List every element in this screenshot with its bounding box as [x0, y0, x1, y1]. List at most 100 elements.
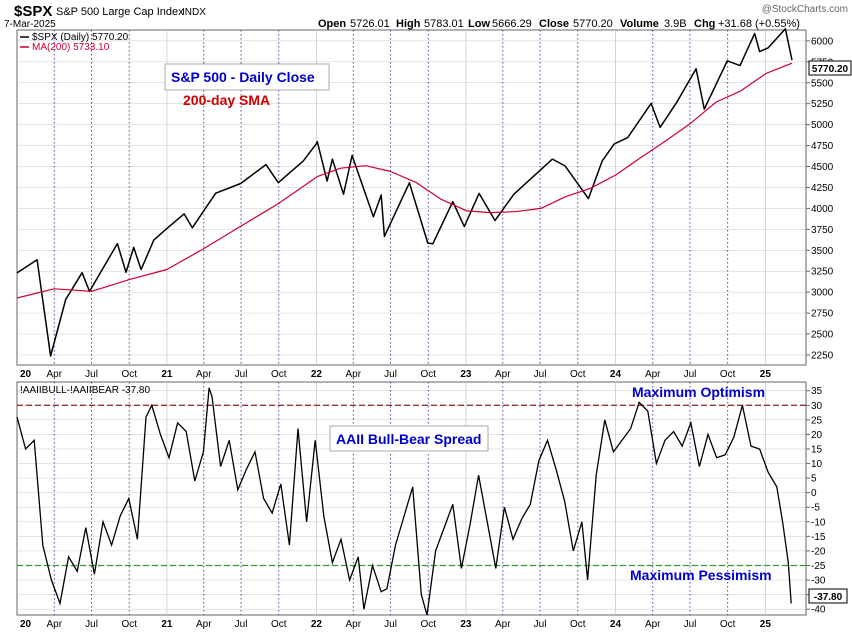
x-tick-1-3: Oct	[121, 619, 137, 630]
low-value: 5666.29	[492, 18, 532, 30]
x-tick-0-11: Oct	[420, 369, 436, 380]
x-tick-1-13: Apr	[495, 619, 511, 630]
y-tick-1-0: -40	[811, 605, 826, 616]
x-tick-1-19: Oct	[720, 619, 736, 630]
y-tick-1-13: 25	[811, 415, 823, 426]
aaii-spread-line	[16, 387, 792, 616]
annotation-close-box	[164, 63, 330, 91]
y-tick-0-11: 5000	[811, 120, 834, 131]
x-tick-0-0: 20	[20, 369, 32, 380]
y-tick-1-2: -30	[811, 576, 826, 587]
low-label: Low	[468, 18, 490, 30]
y-tick-0-6: 3750	[811, 225, 834, 236]
price-x-axis: 20 Apr Jul Oct 21 Apr Jul Oct 22 Apr Jul Oct 23 Apr Ju…	[20, 369, 771, 380]
spread-quarter-markers	[53, 382, 766, 615]
y-tick-1-14: 30	[811, 401, 823, 412]
high-value: 5783.01	[424, 18, 464, 30]
x-tick-1-18: Jul	[684, 619, 697, 630]
y-tick-1-12: 20	[811, 430, 823, 441]
y-tick-1-11: 15	[811, 444, 823, 455]
annotation-optimism: Maximum Optimism	[632, 384, 765, 400]
price-last-badge-text: 5770.20	[812, 64, 849, 75]
y-tick-0-10: 4750	[811, 141, 834, 152]
y-tick-1-15: 35	[811, 386, 823, 397]
x-tick-1-8: 22	[311, 619, 323, 630]
price-panel	[16, 29, 807, 366]
spread-panel	[16, 381, 807, 616]
x-tick-1-12: 23	[460, 619, 472, 630]
spread-last-badge: -37.80	[808, 588, 848, 604]
x-tick-1-10: Jul	[384, 619, 397, 630]
y-tick-0-0: 2250	[811, 350, 834, 361]
x-tick-1-1: Apr	[46, 619, 62, 630]
y-tick-1-9: 5	[811, 474, 817, 485]
price-last-badge: 5770.20	[808, 60, 852, 76]
x-tick-1-7: Oct	[271, 619, 287, 630]
x-tick-1-0: 20	[20, 619, 32, 630]
spread-series	[16, 387, 792, 616]
close-label: Close	[539, 18, 569, 30]
x-tick-0-20: 25	[760, 369, 772, 380]
x-tick-0-4: 21	[161, 369, 173, 380]
annotation-close: S&P 500 - Daily Close	[171, 69, 315, 85]
exchange: INDX	[182, 7, 206, 18]
x-tick-0-3: Oct	[121, 369, 137, 380]
x-tick-1-2: Jul	[85, 619, 98, 630]
legend-price: $SPX (Daily) 5770.20	[32, 32, 129, 43]
x-tick-0-12: 23	[460, 369, 472, 380]
annotation-spread: AAII Bull-Bear Spread	[336, 431, 481, 447]
spread-last-badge-box	[808, 588, 848, 604]
close-value: 5770.20	[573, 18, 613, 30]
y-tick-0-9: 4500	[811, 162, 834, 173]
x-tick-0-15: Oct	[570, 369, 586, 380]
x-tick-0-5: Apr	[196, 369, 212, 380]
x-tick-1-16: 24	[610, 619, 622, 630]
y-tick-0-4: 3250	[811, 267, 834, 278]
x-tick-0-8: 22	[311, 369, 323, 380]
x-tick-0-6: Jul	[235, 369, 248, 380]
x-tick-0-2: Jul	[85, 369, 98, 380]
x-tick-1-17: Apr	[645, 619, 661, 630]
spread-x-axis: 20 Apr Jul Oct 21 Apr Jul Oct 22 Apr Jul Oct 23 Apr Ju…	[20, 619, 771, 630]
x-tick-1-14: Jul	[534, 619, 547, 630]
annotation-sma: 200-day SMA	[183, 92, 270, 108]
x-tick-1-4: 21	[161, 619, 173, 630]
price-y-axis: 2250 2500 2750 3000 3250 3500 3750 4000 4250 4500…	[806, 36, 834, 361]
y-tick-0-8: 4250	[811, 183, 834, 194]
chg-value: +31.68 (+0.55%)	[718, 18, 800, 30]
chart-date: 7-Mar-2025	[4, 19, 56, 30]
x-tick-1-6: Jul	[235, 619, 248, 630]
spx-price-line	[16, 28, 793, 357]
y-tick-0-12: 5250	[811, 99, 834, 110]
x-tick-0-14: Jul	[534, 369, 547, 380]
legend-ma: MA(200) 5733.10	[32, 42, 110, 53]
open-value: 5726.01	[350, 18, 390, 30]
index-name: S&P 500 Large Cap Index	[56, 6, 184, 18]
x-tick-0-16: 24	[610, 369, 622, 380]
x-tick-1-20: 25	[760, 619, 772, 630]
ohlc-bar: Open 5726.01 High 5783.01 Low 5666.29 Cl…	[318, 18, 800, 30]
annotation-pessimism: Maximum Pessimism	[630, 567, 772, 583]
annotation-spread-box	[329, 425, 489, 452]
y-tick-0-5: 3500	[811, 246, 834, 257]
x-tick-0-10: Jul	[384, 369, 397, 380]
x-tick-0-9: Apr	[346, 369, 362, 380]
x-tick-0-18: Jul	[684, 369, 697, 380]
price-series	[16, 28, 793, 357]
y-tick-1-10: 10	[811, 459, 823, 470]
y-tick-0-15: 6000	[811, 36, 834, 47]
x-tick-0-1: Apr	[46, 369, 62, 380]
high-label: High	[396, 18, 421, 30]
y-tick-0-1: 2500	[811, 330, 834, 341]
y-tick-0-3: 3000	[811, 288, 834, 299]
y-tick-1-6: -10	[811, 517, 826, 528]
watermark: @StockCharts.com	[762, 4, 848, 15]
x-tick-0-7: Oct	[271, 369, 287, 380]
volume-value: 3.9B	[664, 18, 687, 30]
y-tick-0-7: 4000	[811, 204, 834, 215]
spread-grid	[17, 390, 806, 610]
price-legend: $SPX (Daily) 5770.20 MA(200) 5733.10	[20, 32, 129, 53]
price-grid	[17, 40, 806, 356]
